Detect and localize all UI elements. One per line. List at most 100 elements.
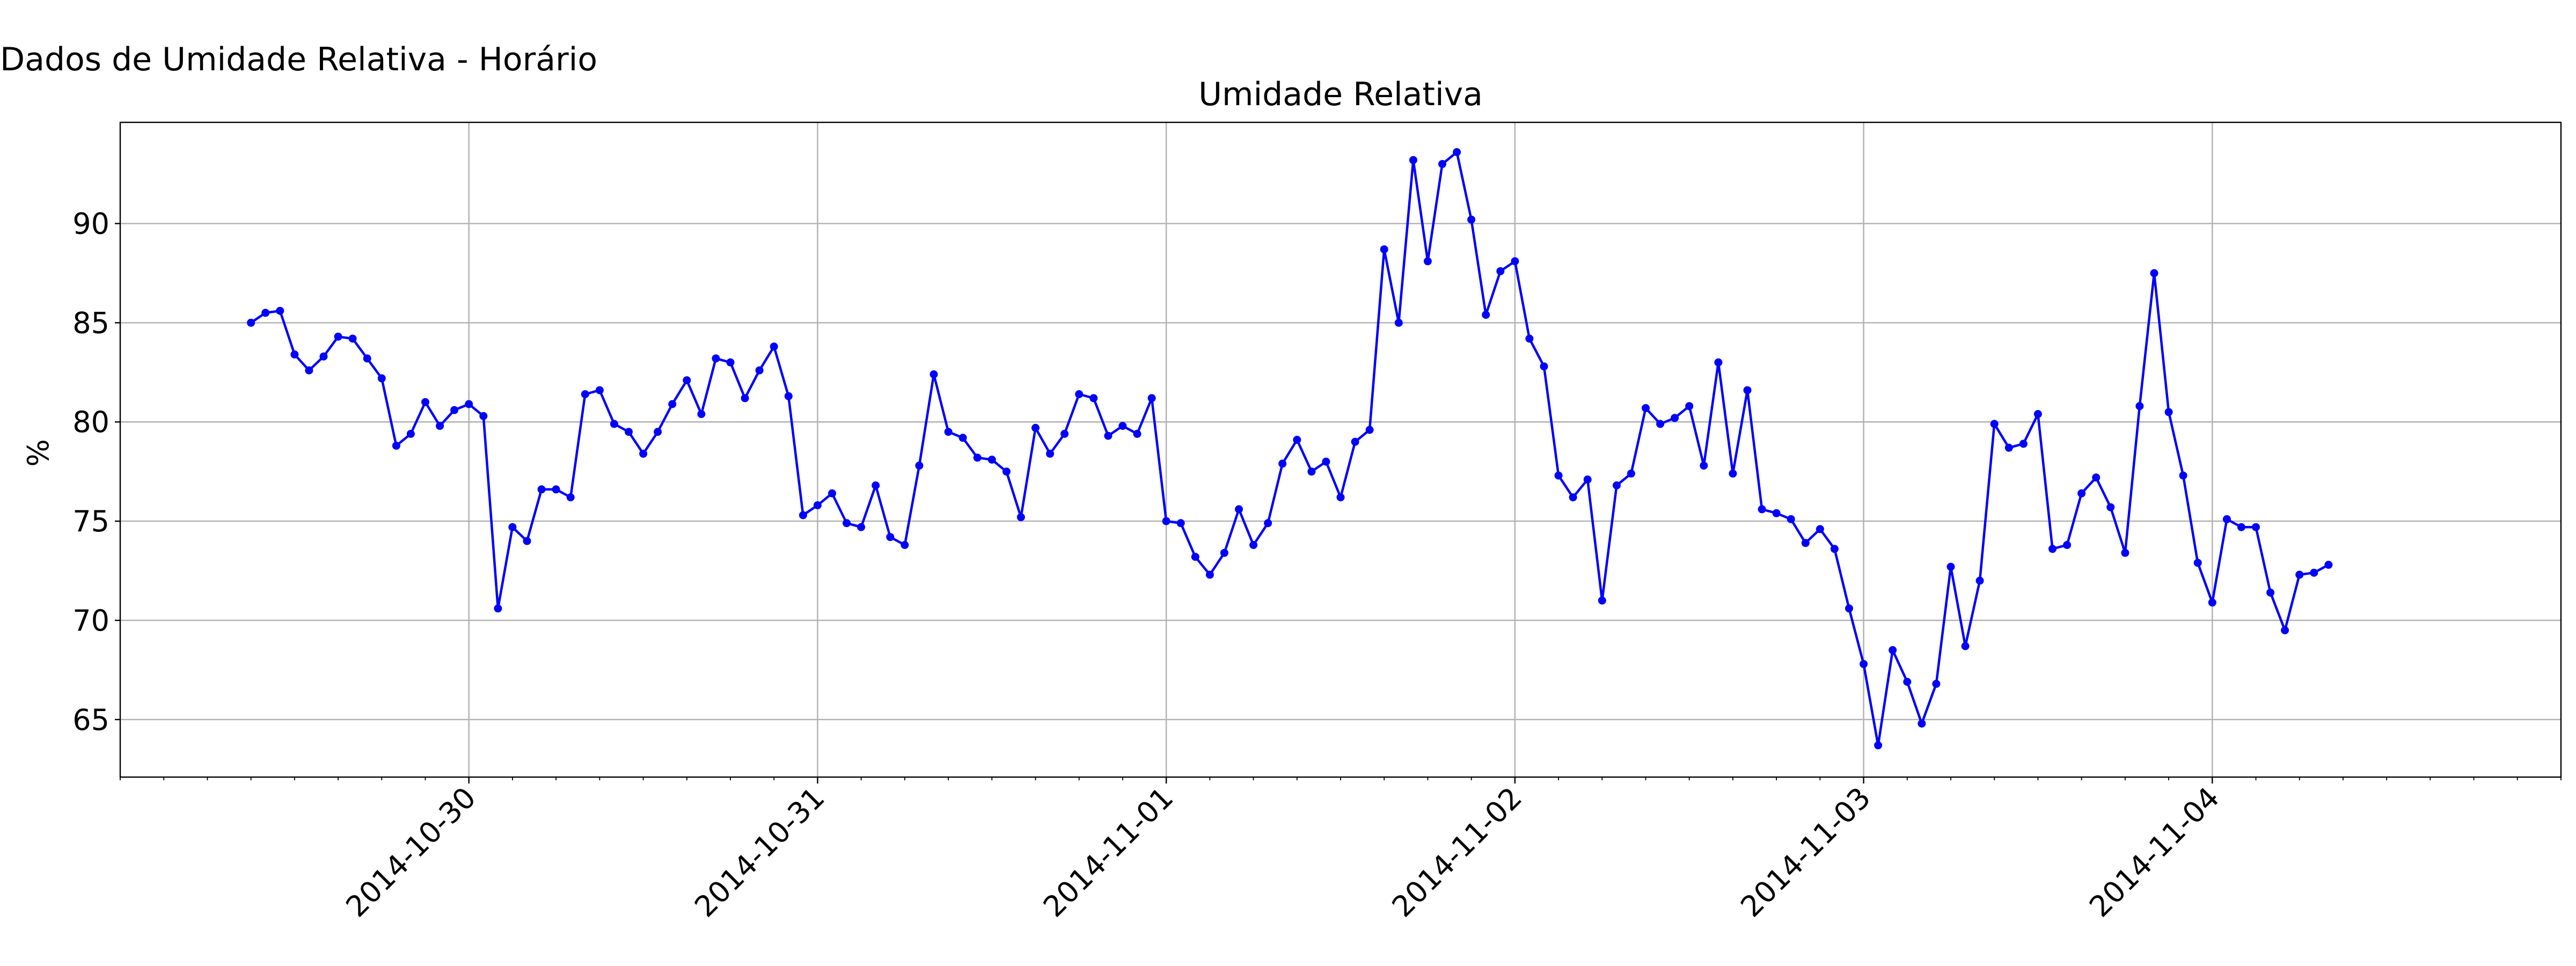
data-point [2164, 408, 2173, 416]
data-point [2048, 545, 2057, 553]
data-point [2237, 523, 2245, 531]
data-point [1511, 257, 1519, 266]
data-point [2135, 402, 2144, 411]
data-point [1990, 420, 1999, 428]
data-point [1307, 467, 1316, 476]
data-point [2266, 588, 2275, 597]
data-point [1351, 437, 1359, 446]
data-point [552, 485, 560, 494]
data-point [1772, 509, 1781, 517]
plot-frame [119, 121, 2562, 778]
data-point [2179, 471, 2187, 480]
figure-suptitle: Dados de Umidade Relativa - Horário [0, 41, 598, 78]
data-point [886, 533, 895, 541]
data-point [770, 342, 778, 351]
data-point [1729, 469, 1737, 478]
data-point [1147, 394, 1156, 402]
data-point [2019, 440, 2028, 448]
data-point [1409, 156, 1417, 164]
data-point [1845, 604, 1853, 613]
data-point [348, 334, 357, 343]
y-tick-label: 85 [72, 306, 109, 340]
data-point [1002, 467, 1011, 476]
x-tick-label: 2014-10-31 [688, 781, 831, 924]
data-point [1162, 517, 1170, 525]
data-point [1758, 505, 1766, 514]
y-tick-label: 90 [72, 207, 109, 241]
series-layer [247, 148, 2333, 750]
data-point [639, 449, 648, 458]
data-point [1860, 660, 1868, 668]
data-point [2193, 559, 2202, 567]
data-point [683, 376, 691, 385]
x-tick-label: 2014-11-02 [1386, 781, 1528, 924]
data-point [276, 306, 284, 315]
data-point [654, 428, 662, 436]
data-point [828, 489, 836, 497]
data-point [1453, 148, 1461, 156]
data-point [2063, 541, 2072, 549]
data-point [465, 400, 473, 408]
data-point [2033, 410, 2042, 418]
data-point [406, 429, 415, 438]
data-point [2310, 568, 2318, 577]
data-point [741, 394, 749, 402]
data-point [1540, 362, 1548, 371]
data-point [261, 309, 270, 317]
data-point [1438, 160, 1446, 169]
data-point [799, 511, 807, 519]
data-point [1046, 449, 1055, 458]
data-point [377, 374, 386, 383]
data-point [2121, 548, 2129, 557]
data-point [1569, 493, 1577, 502]
data-point [1889, 646, 1897, 654]
data-point [2077, 489, 2086, 497]
x-tick-label: 2014-11-01 [1037, 781, 1180, 924]
data-point [1874, 741, 1883, 750]
data-point [595, 386, 604, 394]
data-point [872, 481, 880, 489]
data-point [2281, 626, 2289, 634]
y-axis-label: % [21, 439, 55, 466]
data-point [2252, 523, 2260, 531]
data-point [1496, 267, 1505, 275]
data-point [1365, 426, 1374, 434]
data-point [479, 412, 488, 420]
data-point [1380, 245, 1388, 254]
data-point [1104, 431, 1113, 440]
data-point [625, 428, 633, 436]
x-tick-label: 2014-11-04 [2083, 781, 2226, 924]
data-point [1642, 404, 1650, 412]
data-point [2324, 560, 2333, 569]
chart-title: Umidade Relativa [1198, 76, 1483, 113]
data-point [1264, 519, 1272, 528]
data-point [1743, 386, 1752, 394]
data-point [334, 332, 342, 341]
data-point [1235, 505, 1243, 514]
data-point [2295, 570, 2304, 579]
data-point [1118, 422, 1127, 430]
data-point [392, 442, 400, 450]
data-point [1627, 469, 1635, 478]
data-point [2004, 443, 2013, 452]
data-point [1685, 402, 1694, 411]
data-point [1714, 358, 1723, 367]
data-point [305, 366, 313, 375]
data-point [2106, 503, 2115, 511]
data-point [2150, 269, 2158, 277]
data-point [1205, 570, 1214, 579]
data-point [1016, 513, 1025, 522]
data-point [2222, 515, 2231, 523]
data-point [958, 434, 967, 442]
data-point [2092, 473, 2101, 482]
data-point [784, 392, 793, 400]
data-point [1816, 525, 1824, 533]
data-point [247, 318, 255, 327]
data-point [1932, 679, 1941, 688]
data-point [726, 358, 735, 367]
data-point [1249, 541, 1258, 549]
data-point [610, 420, 618, 428]
data-point [1482, 311, 1490, 319]
data-point [697, 410, 706, 418]
